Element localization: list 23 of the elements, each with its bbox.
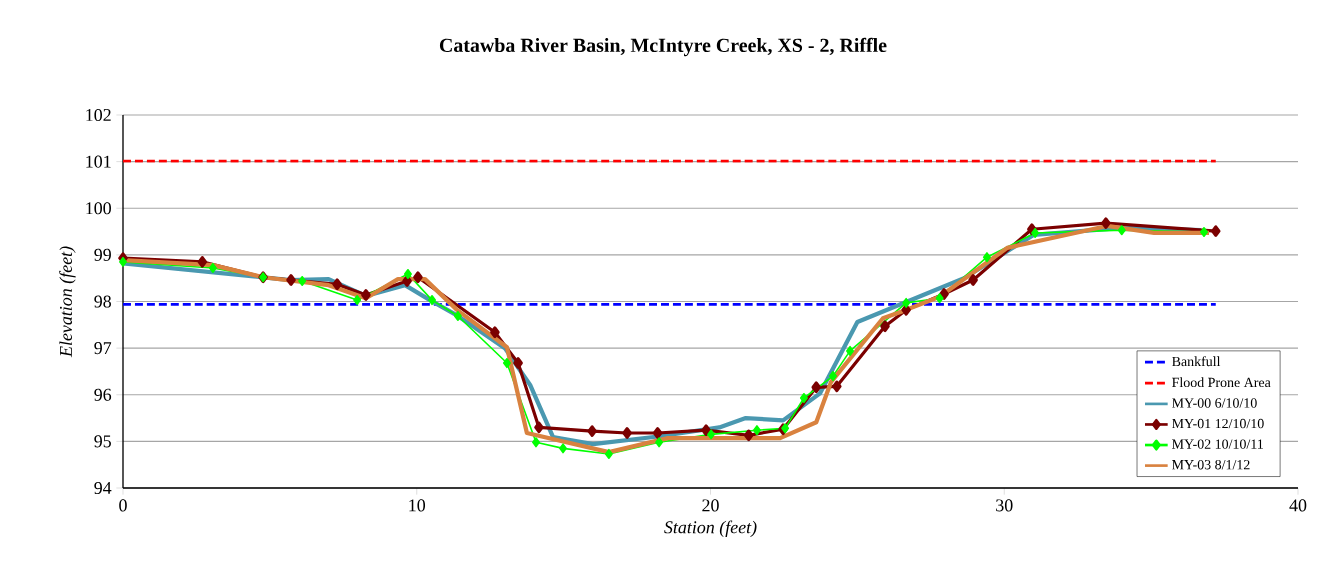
legend-label: MY-01 12/10/10 bbox=[1172, 418, 1264, 429]
y-tick-label: 94 bbox=[94, 481, 112, 495]
y-tick-label: 97 bbox=[94, 342, 112, 355]
x-tick-label: 40 bbox=[1289, 499, 1307, 512]
y-tick-label: 98 bbox=[94, 295, 111, 308]
legend-label: Flood Prone Area bbox=[1172, 377, 1271, 388]
x-tick-label: 30 bbox=[996, 499, 1013, 512]
x-axis-title: Station (feet) bbox=[664, 520, 757, 537]
y-tick-label: 100 bbox=[86, 202, 111, 215]
y-tick-label: 96 bbox=[94, 388, 112, 401]
chart-title: Catawba River Basin, McIntyre Creek, XS - 2, Riffle bbox=[439, 37, 887, 57]
y-tick-label: 99 bbox=[94, 248, 111, 261]
legend-label: MY-03 8/1/12 bbox=[1172, 459, 1250, 470]
y-tick-label: 95 bbox=[94, 435, 111, 448]
x-tick-label: 0 bbox=[119, 499, 127, 512]
x-tick-label: 10 bbox=[409, 499, 426, 512]
y-tick-label: 101 bbox=[86, 155, 111, 168]
y-tick-label: 102 bbox=[86, 108, 111, 122]
legend-label: MY-02 10/10/11 bbox=[1172, 439, 1263, 449]
legend-label: MY-00 6/10/10 bbox=[1172, 398, 1257, 408]
legend-label: Bankfull bbox=[1172, 356, 1221, 367]
x-tick-label: 20 bbox=[702, 499, 719, 512]
y-axis-title: Elevation (feet) bbox=[59, 246, 76, 358]
